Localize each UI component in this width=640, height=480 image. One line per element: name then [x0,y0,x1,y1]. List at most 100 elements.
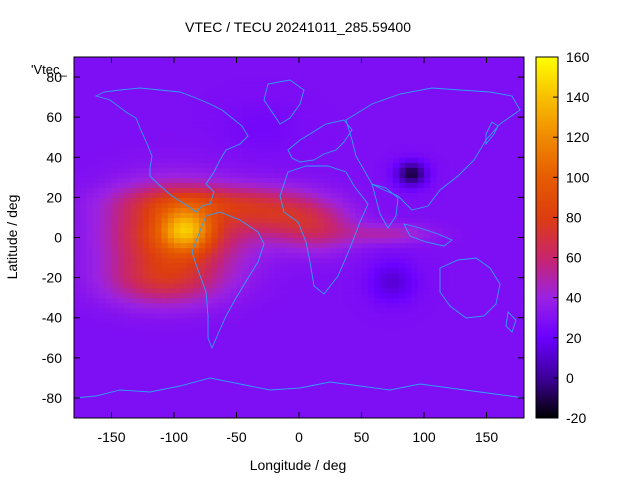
heatmap-cell [486,87,494,93]
heatmap-cell [517,232,524,239]
heatmap-cell [486,82,494,88]
heatmap-cell [505,102,513,108]
heatmap-cell [74,172,81,178]
heatmap-cell [492,352,500,359]
heatmap-cell [130,277,138,284]
heatmap-cell [480,157,488,163]
heatmap-cell [461,122,469,128]
heatmap-cell [455,207,463,214]
heatmap-cell [492,297,500,304]
heatmap-cell [161,302,169,309]
heatmap-cell [149,342,156,349]
heatmap-cell [217,157,225,163]
heatmap-cell [436,297,444,304]
heatmap-cell [92,327,100,334]
heatmap-cell [105,147,113,153]
heatmap-cell [486,217,494,224]
heatmap-cell [186,252,194,259]
heatmap-cell [424,237,431,244]
heatmap-cell [149,67,156,73]
heatmap-cell [92,207,100,214]
heatmap-cell [511,412,519,418]
heatmap-cell [330,292,338,299]
heatmap-cell [136,112,144,118]
heatmap-cell [311,102,319,108]
heatmap-cell [124,322,131,329]
heatmap-cell [280,367,288,374]
heatmap-cell [517,197,524,204]
heatmap-cell [436,92,444,98]
heatmap-cell [411,357,419,364]
heatmap-cell [317,117,325,123]
heatmap-cell [492,407,500,414]
heatmap-cell [305,297,313,304]
heatmap-cell [461,117,469,123]
heatmap-cell [280,247,288,254]
heatmap-cell [480,352,488,359]
heatmap-cell [255,312,263,319]
heatmap-cell [205,322,213,329]
heatmap-cell [167,187,175,193]
heatmap-cell [442,237,450,244]
heatmap-cell [424,322,431,329]
heatmap-cell [305,182,313,188]
heatmap-cell [255,282,263,289]
heatmap-cell [130,242,138,249]
heatmap-cell [274,402,281,409]
heatmap-cell [192,382,200,389]
heatmap-cell [492,402,500,409]
heatmap-cell [105,67,113,73]
heatmap-cell [205,332,213,339]
heatmap-cell [280,187,288,193]
heatmap-cell [117,277,125,284]
heatmap-cell [211,277,219,284]
heatmap-cell [411,147,419,153]
heatmap-cell [186,122,194,128]
heatmap-cell [86,297,94,304]
heatmap-cell [192,392,200,399]
heatmap-cell [217,377,225,384]
heatmap-cell [280,342,288,349]
heatmap-cell [305,117,313,123]
heatmap-cell [367,287,375,294]
heatmap-cell [211,212,219,219]
heatmap-cell [511,382,519,389]
heatmap-cell [380,412,388,418]
heatmap-cell [467,322,475,329]
heatmap-cell [230,177,238,183]
heatmap-cell [180,337,188,344]
heatmap-cell [86,107,94,113]
heatmap-cell [99,272,106,279]
heatmap-cell [280,312,288,319]
heatmap-cell [99,337,106,344]
heatmap-cell [280,72,288,78]
heatmap-cell [111,87,119,93]
heatmap-cell [136,317,144,324]
heatmap-cell [499,182,506,188]
heatmap-cell [355,262,363,269]
heatmap-cell [255,92,263,98]
heatmap-cell [499,187,506,193]
heatmap-cell [299,382,306,389]
heatmap-cell [392,122,400,128]
heatmap-cell [155,337,163,344]
heatmap-cell [255,332,263,339]
heatmap-cell [211,102,219,108]
heatmap-cell [511,72,519,78]
heatmap-cell [355,367,363,374]
heatmap-cell [374,82,381,88]
heatmap-cell [105,382,113,389]
heatmap-cell [230,297,238,304]
heatmap-cell [99,177,106,183]
heatmap-cell [249,77,256,83]
heatmap-cell [199,242,206,249]
heatmap-cell [499,382,506,389]
heatmap-cell [467,242,475,249]
heatmap-cell [230,142,238,148]
heatmap-cell [274,257,281,264]
heatmap-cell [136,82,144,88]
heatmap-cell [461,252,469,259]
heatmap-cell [174,257,181,264]
heatmap-cell [286,287,294,294]
heatmap-cell [386,157,394,163]
